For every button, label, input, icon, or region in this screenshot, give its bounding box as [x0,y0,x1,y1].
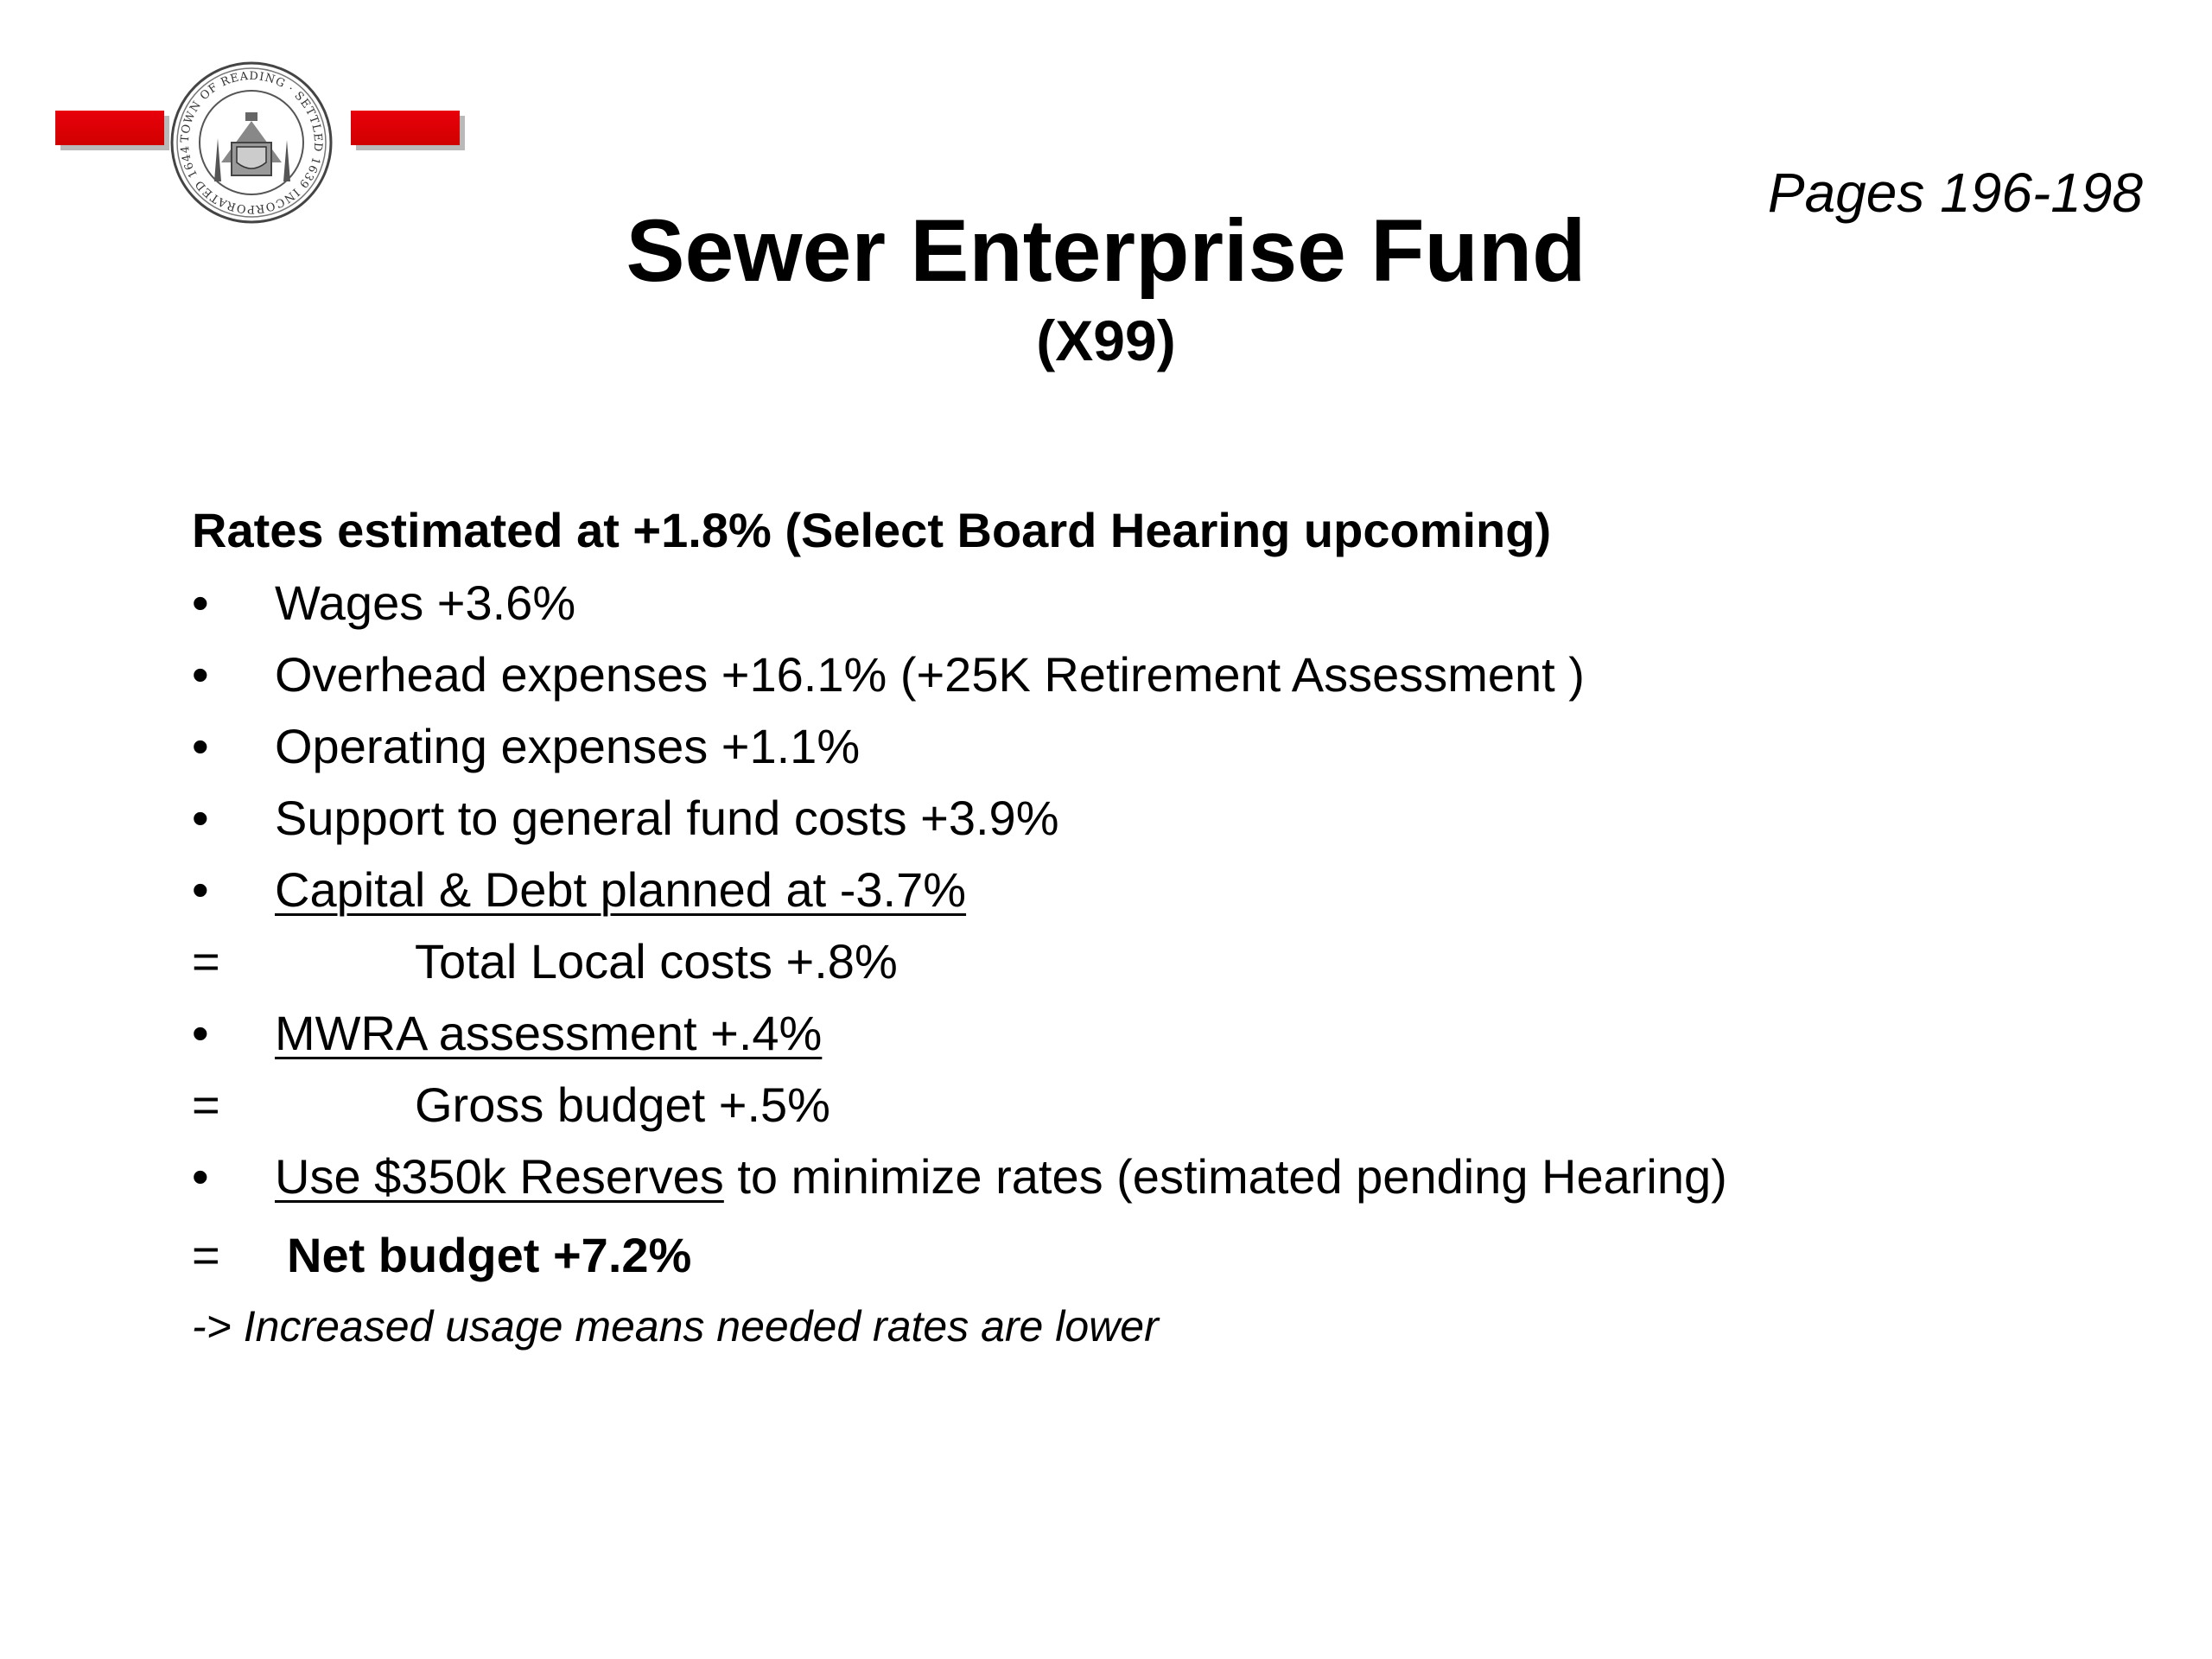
item-wages: Wages +3.6% [275,575,576,630]
town-seal: TOWN OF READING · SETTLED 1639 INCORPORA… [169,60,334,225]
bullet-marker: • [192,1149,209,1204]
list-item: • Wages +3.6% [192,567,2136,639]
footnote: -> Increased usage means needed rates ar… [192,1302,1159,1351]
equals-marker: = [192,1228,220,1282]
list-item: = Total Local costs +.8% [192,925,2136,997]
bullet-marker: • [192,1006,209,1060]
slide-title: Sewer Enterprise Fund [626,201,1586,300]
list-item: • MWRA assessment +.4% [192,997,2136,1069]
equals-marker: = [192,1077,220,1132]
town-seal-icon: TOWN OF READING · SETTLED 1639 INCORPORA… [170,61,333,224]
town-logo: TOWN OF READING · SETTLED 1639 INCORPORA… [55,60,480,225]
list-item: • Use $350k Reserves to minimize rates (… [192,1141,2136,1212]
reserves-amount: Use $350k Reserves [275,1149,724,1204]
bullet-marker: • [192,575,209,630]
list-item: • Capital & Debt planned at -3.7% [192,854,2136,925]
bullet-marker: • [192,862,209,917]
item-mwra: MWRA assessment +.4% [275,1006,823,1060]
list-item: = Net budget +7.2% [192,1212,2136,1290]
slide-body: Rates estimated at +1.8% (Select Board H… [192,494,2136,1363]
equals-marker: = [192,934,220,988]
item-total-local: Total Local costs +.8% [415,934,898,988]
bullet-marker: • [192,647,209,702]
bullet-marker: • [192,791,209,845]
list-item: • Overhead expenses +16.1% (+25K Retirem… [192,639,2136,710]
slide-subtitle: (X99) [1036,308,1176,372]
bullet-marker: • [192,719,209,773]
item-overhead: Overhead expenses +16.1% (+25K Retiremen… [275,647,1585,702]
red-bar-left [55,111,164,145]
item-gross-budget: Gross budget +.5% [415,1077,830,1132]
item-reserves: Use $350k Reserves to minimize rates (es… [275,1141,1727,1212]
rates-heading: Rates estimated at +1.8% (Select Board H… [192,503,1552,557]
red-bar-right [351,111,460,145]
list-item: • Support to general fund costs +3.9% [192,782,2136,854]
item-operating: Operating expenses +1.1% [275,719,861,773]
page-reference: Pages 196-198 [1767,162,2143,224]
item-support: Support to general fund costs +3.9% [275,791,1059,845]
list-item: = Gross budget +.5% [192,1069,2136,1141]
reserves-note: to minimize rates (estimated pending Hea… [723,1149,1727,1204]
list-item: • Operating expenses +1.1% [192,710,2136,782]
item-net-budget: Net budget +7.2% [287,1228,692,1282]
item-capital-debt: Capital & Debt planned at -3.7% [275,862,967,917]
